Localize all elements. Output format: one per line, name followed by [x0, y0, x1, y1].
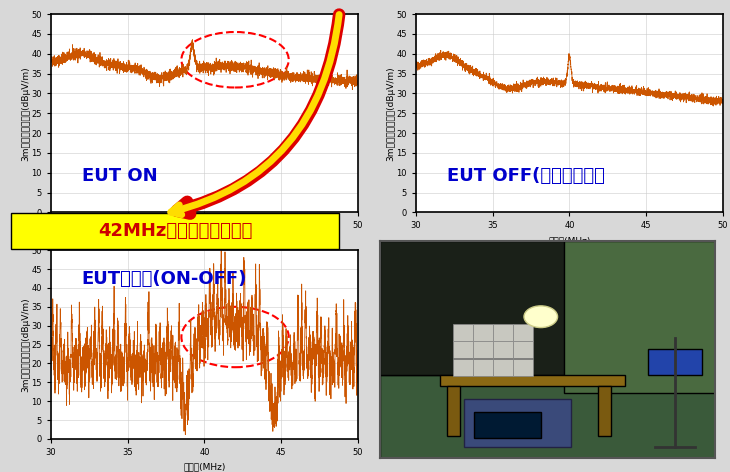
- FancyBboxPatch shape: [513, 341, 533, 358]
- FancyBboxPatch shape: [513, 359, 533, 376]
- FancyBboxPatch shape: [11, 213, 339, 249]
- FancyArrowPatch shape: [177, 15, 339, 214]
- FancyBboxPatch shape: [453, 341, 472, 358]
- FancyBboxPatch shape: [513, 324, 533, 341]
- Y-axis label: 3m換算の電界強度(dBμV/m): 3m換算の電界強度(dBμV/m): [21, 297, 30, 392]
- FancyArrowPatch shape: [171, 15, 339, 215]
- FancyBboxPatch shape: [493, 359, 513, 376]
- FancyBboxPatch shape: [473, 324, 493, 341]
- FancyBboxPatch shape: [447, 386, 460, 436]
- FancyBboxPatch shape: [453, 359, 472, 376]
- FancyBboxPatch shape: [493, 324, 513, 341]
- FancyBboxPatch shape: [564, 241, 715, 393]
- Text: EUTノイズ(ON-OFF): EUTノイズ(ON-OFF): [82, 270, 247, 288]
- FancyBboxPatch shape: [380, 375, 715, 458]
- Text: EUT ON: EUT ON: [82, 167, 158, 185]
- Circle shape: [524, 306, 558, 328]
- Text: 42MHz付近にノイズあり: 42MHz付近にノイズあり: [98, 222, 253, 240]
- FancyBboxPatch shape: [474, 412, 541, 438]
- FancyBboxPatch shape: [598, 386, 611, 436]
- FancyBboxPatch shape: [380, 241, 715, 375]
- FancyBboxPatch shape: [473, 341, 493, 358]
- FancyBboxPatch shape: [464, 399, 571, 447]
- FancyBboxPatch shape: [648, 349, 702, 375]
- X-axis label: 周波数(MHz): 周波数(MHz): [183, 236, 226, 245]
- FancyBboxPatch shape: [453, 324, 472, 341]
- FancyBboxPatch shape: [493, 341, 513, 358]
- X-axis label: 周波数(MHz): 周波数(MHz): [548, 236, 591, 245]
- X-axis label: 周波数(MHz): 周波数(MHz): [183, 463, 226, 472]
- Text: EUT OFF(環境ノイズ）: EUT OFF(環境ノイズ）: [447, 167, 604, 185]
- FancyBboxPatch shape: [473, 359, 493, 376]
- Y-axis label: 3m換算の電界強度(dBμV/m): 3m換算の電界強度(dBμV/m): [21, 66, 30, 160]
- FancyBboxPatch shape: [440, 375, 625, 386]
- Y-axis label: 3m換算の電界強度(dBμV/m): 3m換算の電界強度(dBμV/m): [386, 66, 395, 160]
